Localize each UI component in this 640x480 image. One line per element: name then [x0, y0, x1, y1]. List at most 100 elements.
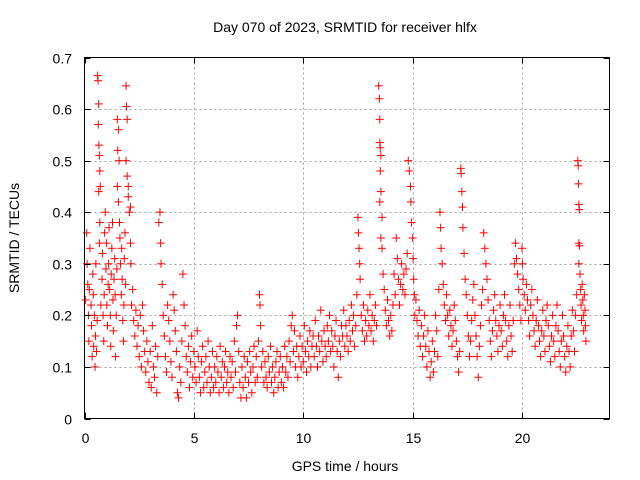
data-point [352, 290, 361, 299]
data-point [441, 316, 450, 325]
data-point [512, 254, 521, 263]
data-point [488, 326, 497, 335]
data-point [178, 270, 187, 279]
data-point [477, 301, 486, 310]
data-point [265, 368, 274, 377]
data-point [155, 208, 164, 217]
data-point [418, 352, 427, 361]
data-point [94, 141, 103, 150]
data-point [147, 383, 156, 392]
x-tick-label: 0 [82, 430, 90, 446]
data-point [198, 342, 207, 351]
data-point [139, 326, 148, 335]
data-point [489, 306, 498, 315]
data-point [310, 352, 319, 361]
data-point [173, 388, 182, 397]
data-point [213, 368, 222, 377]
data-point [524, 316, 533, 325]
data-point [293, 373, 302, 382]
data-point [445, 306, 454, 315]
grid-lines [84, 57, 610, 419]
data-point [245, 347, 254, 356]
data-point [575, 241, 584, 250]
data-point [88, 270, 97, 279]
data-point [101, 208, 110, 217]
data-point [106, 342, 115, 351]
data-point [228, 357, 237, 366]
data-point [440, 301, 449, 310]
data-point [115, 156, 124, 165]
data-point [267, 378, 276, 387]
data-point [299, 357, 308, 366]
data-point [120, 254, 129, 263]
data-point [566, 362, 575, 371]
data-point [571, 311, 580, 320]
data-point [278, 362, 287, 371]
data-point [133, 342, 141, 351]
data-point [470, 311, 479, 320]
data-point [204, 337, 213, 346]
data-point [431, 311, 440, 320]
data-point [277, 378, 286, 387]
data-point [243, 357, 252, 366]
data-point [100, 228, 109, 237]
data-point [88, 352, 97, 361]
data-point [343, 331, 351, 340]
data-point [92, 347, 101, 356]
data-point [387, 326, 396, 335]
data-point [196, 388, 205, 397]
data-point [103, 321, 112, 330]
data-point [91, 259, 100, 268]
data-point [290, 326, 299, 335]
data-point [223, 368, 232, 377]
data-point [349, 311, 358, 320]
data-point [229, 383, 238, 392]
data-point [190, 362, 199, 371]
data-point [376, 143, 385, 152]
data-point [207, 373, 216, 382]
data-point [492, 331, 501, 340]
data-point [141, 368, 150, 377]
y-tick-label: 0.7 [53, 51, 73, 67]
data-point [212, 352, 221, 361]
data-point [286, 357, 295, 366]
data-point [89, 290, 98, 299]
data-point [380, 285, 389, 294]
data-point [515, 301, 524, 310]
data-point [365, 290, 374, 299]
data-point [298, 342, 307, 351]
data-point [464, 331, 473, 340]
data-point [194, 352, 203, 361]
data-point [457, 187, 466, 196]
data-point [266, 342, 275, 351]
data-point [410, 290, 419, 299]
chart-title: Day 070 of 2023, SRMTID for receiver hlf… [213, 19, 477, 35]
data-point [105, 223, 113, 232]
data-point [166, 357, 175, 366]
data-point [558, 311, 567, 320]
data-point [422, 362, 431, 371]
data-point [162, 368, 171, 377]
data-point [409, 275, 418, 284]
data-point [158, 280, 167, 289]
data-point [294, 352, 303, 361]
data-point [171, 326, 180, 335]
y-axis-label: SRMTID / TECUs [6, 183, 22, 293]
data-point [113, 146, 122, 155]
data-point [81, 295, 90, 304]
data-point [224, 388, 233, 397]
data-point [557, 337, 566, 346]
y-tick-label: 0.5 [53, 154, 73, 170]
data-point [410, 311, 419, 320]
data-point [430, 347, 439, 356]
data-point [110, 254, 119, 263]
data-point [368, 311, 377, 320]
data-point [336, 352, 345, 361]
data-point [168, 373, 176, 382]
data-point [581, 306, 589, 315]
data-point [534, 321, 543, 330]
data-point [360, 337, 369, 346]
data-point [523, 295, 532, 304]
data-point [328, 342, 337, 351]
data-point [578, 280, 587, 289]
